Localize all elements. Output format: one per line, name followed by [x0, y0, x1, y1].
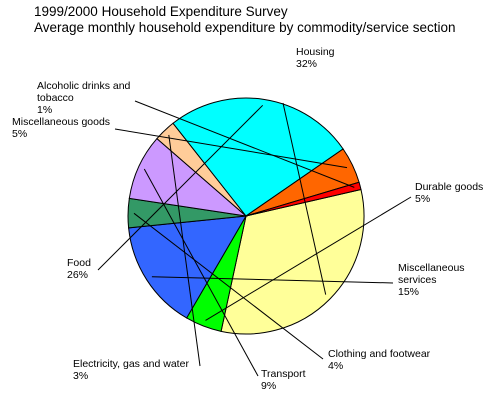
slice-label-line: 3% [73, 370, 88, 382]
slice-label-line: Electricity, gas and water [73, 358, 189, 370]
slice-label-7: Miscellaneous goods 5% [12, 116, 110, 140]
slice-label-line: 1% [37, 104, 52, 116]
slice-label-line: Transport [261, 368, 306, 380]
slice-label-8: Alcoholic drinks and tobacco 1% [37, 80, 131, 116]
slice-label-line: 4% [328, 360, 343, 372]
chart-subtitle: Average monthly household expenditure by… [34, 20, 456, 35]
slice-label-line: Alcoholic drinks and [37, 80, 131, 92]
slice-label-4: Transport 9% [261, 368, 306, 392]
slice-label-line: tobacco [37, 92, 74, 104]
leader-lines [97, 100, 412, 377]
slice-label-line: 26% [67, 269, 88, 281]
pie-slice-8 [245, 181, 362, 217]
slice-label-6: Food 26% [67, 257, 91, 281]
leader-line-6 [97, 104, 264, 271]
slice-label-0: Housing 32% [296, 46, 335, 70]
slice-label-line: Clothing and footwear [328, 348, 431, 360]
leader-line-1 [205, 196, 412, 321]
pie-slice-6 [172, 97, 344, 217]
slice-label-line: 15% [398, 286, 419, 298]
slice-label-line: 5% [12, 128, 27, 140]
slice-label-line: Food [67, 257, 91, 269]
slice-label-line: 32% [296, 58, 317, 70]
slice-label-line: Miscellaneous goods [12, 116, 110, 128]
pie-slices [127, 97, 365, 335]
leader-line-2 [151, 276, 394, 284]
leader-line-7 [114, 128, 348, 169]
slice-labels: Housing 32%Durable goods 5%Miscellaneous se… [12, 46, 483, 392]
chart-title: 1999/2000 Household Expenditure Survey [34, 4, 288, 19]
pie-slice-2 [128, 215, 247, 319]
slice-label-line: services [398, 274, 437, 286]
slice-label-2: Miscellaneous services 15% [398, 262, 465, 298]
slice-label-line: 5% [415, 193, 430, 205]
slice-label-1: Durable goods 5% [415, 181, 483, 205]
leader-line-4 [143, 168, 259, 377]
slice-label-5: Electricity, gas and water 3% [73, 358, 189, 382]
slice-label-3: Clothing and footwear 4% [328, 348, 431, 372]
pie-slice-0 [220, 188, 365, 335]
slice-label-line: 9% [261, 380, 276, 392]
leader-line-0 [282, 102, 327, 295]
slice-label-line: Housing [296, 46, 335, 58]
leader-line-8 [134, 100, 355, 188]
slice-label-line: Durable goods [415, 181, 483, 193]
leader-line-5 [168, 134, 201, 367]
slice-label-line: Miscellaneous [398, 262, 465, 274]
leader-line-3 [133, 212, 324, 360]
chart-title-block: 1999/2000 Household Expenditure Survey A… [34, 4, 455, 36]
